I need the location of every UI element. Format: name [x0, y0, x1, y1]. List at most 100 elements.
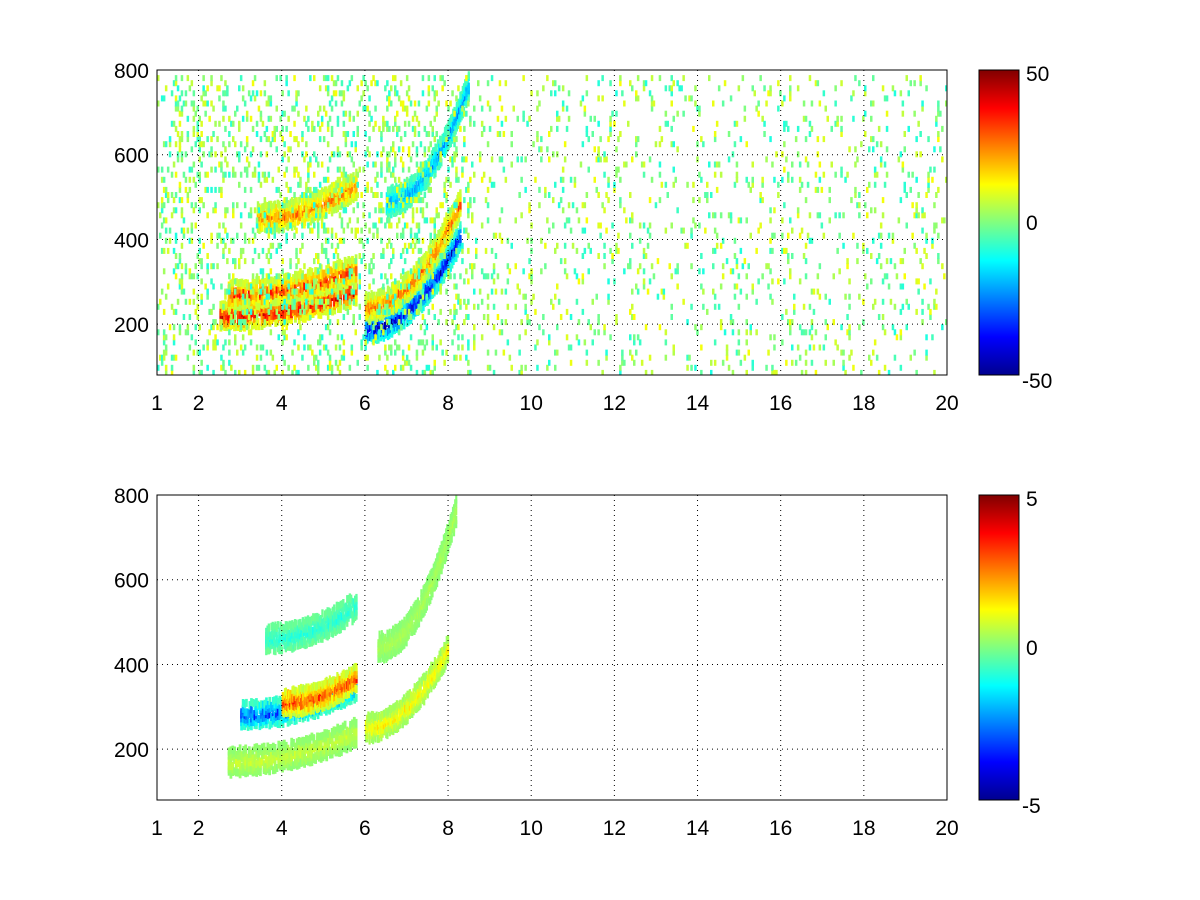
- heatmap-cell: [345, 196, 348, 205]
- heatmap-cell: [384, 344, 387, 351]
- heatmap-cell: [473, 339, 476, 346]
- heatmap-cell: [311, 288, 314, 295]
- heatmap-cell: [323, 293, 327, 302]
- heatmap-cell: [336, 115, 340, 122]
- heatmap-cell: [305, 105, 308, 112]
- heatmap-cell: [180, 136, 184, 143]
- heatmap-cell: [243, 237, 247, 244]
- heatmap-cell: [700, 176, 703, 183]
- heatmap-cell: [769, 334, 772, 341]
- heatmap-cell: [725, 344, 729, 351]
- heatmap-cell: [271, 220, 274, 229]
- heatmap-cell: [426, 279, 429, 288]
- heatmap-cell: [708, 212, 711, 219]
- heatmap-cell: [360, 80, 363, 87]
- heatmap-cell: [477, 303, 480, 310]
- heatmap-cell: [232, 319, 235, 326]
- heatmap-cell: [366, 181, 369, 188]
- heatmap-cell: [607, 136, 610, 143]
- heatmap-cell: [313, 278, 316, 285]
- heatmap-cell: [157, 329, 160, 336]
- heatmap-cell: [757, 100, 760, 107]
- heatmap-cell: [322, 176, 326, 183]
- heatmap-cell: [417, 222, 421, 229]
- heatmap-cell: [190, 100, 194, 107]
- heatmap-cell: [415, 151, 419, 158]
- heatmap-cell: [719, 324, 723, 331]
- heatmap-cell: [164, 192, 168, 198]
- heatmap-cell: [159, 232, 162, 239]
- heatmap-cell: [597, 319, 600, 326]
- heatmap-cell: [259, 209, 262, 218]
- heatmap-cell: [336, 319, 340, 326]
- heatmap-cell: [202, 202, 205, 209]
- heatmap-cell: [320, 120, 324, 127]
- heatmap-cell: [232, 136, 235, 143]
- heatmap-cell: [455, 166, 458, 173]
- heatmap-cell: [397, 192, 401, 198]
- heatmap-cell: [313, 125, 316, 132]
- heatmap-cell: [308, 273, 312, 282]
- heatmap-cell: [346, 222, 350, 229]
- heatmap-cell: [303, 344, 306, 351]
- heatmap-cell: [706, 181, 709, 188]
- heatmap-cell: [405, 287, 409, 296]
- heatmap-cell: [399, 287, 402, 296]
- heatmap-cell: [498, 329, 502, 336]
- heatmap-cell: [311, 195, 314, 204]
- heatmap-cell: [771, 247, 774, 254]
- heatmap-cell: [238, 85, 241, 92]
- heatmap-cell: [295, 247, 298, 254]
- heatmap-cell: [251, 146, 255, 153]
- heatmap-cell: [666, 120, 669, 127]
- heatmap-cell: [785, 120, 788, 127]
- heatmap-cell: [340, 100, 344, 107]
- heatmap-cell: [464, 84, 467, 93]
- heatmap-cell: [301, 215, 304, 224]
- heatmap-cell: [231, 306, 235, 314]
- heatmap-cell: [407, 146, 411, 153]
- heatmap-cell: [317, 301, 321, 310]
- heatmap-cell: [607, 278, 610, 285]
- heatmap-cell: [465, 83, 468, 92]
- heatmap-cell: [546, 217, 549, 224]
- heatmap-cell: [771, 369, 774, 375]
- heatmap-cell: [344, 192, 348, 198]
- heatmap-cell: [265, 202, 269, 209]
- heatmap-cell: [617, 136, 620, 143]
- heatmap-cell: [303, 205, 307, 214]
- heatmap-cell: [431, 125, 434, 132]
- heatmap-cell: [305, 181, 308, 188]
- heatmap-cell: [283, 334, 286, 341]
- heatmap-cell: [627, 120, 630, 127]
- heatmap-cell: [224, 90, 227, 97]
- heatmap-cell: [791, 253, 794, 259]
- heatmap-cell: [561, 176, 565, 183]
- heatmap-cell: [192, 273, 196, 280]
- heatmap-cell: [348, 293, 352, 302]
- heatmap-cell: [348, 182, 351, 190]
- heatmap-cell: [378, 303, 381, 310]
- heatmap-cell: [654, 141, 658, 148]
- heatmap-cell: [172, 80, 176, 87]
- heatmap-cell: [349, 185, 352, 194]
- heatmap-cell: [771, 364, 774, 371]
- heatmap-cell: [415, 237, 419, 244]
- heatmap-cell: [457, 105, 460, 114]
- heatmap-cell: [273, 213, 277, 221]
- heatmap-cell: [277, 273, 280, 280]
- heatmap-cell: [392, 75, 395, 82]
- heatmap-cell: [315, 303, 318, 310]
- heatmap-cell: [440, 245, 443, 254]
- heatmap-cell: [241, 349, 245, 356]
- heatmap-cell: [245, 171, 249, 178]
- heatmap-cell: [585, 75, 589, 82]
- heatmap-cell: [378, 217, 381, 224]
- heatmap-cell: [301, 210, 304, 219]
- heatmap-cell: [449, 100, 452, 107]
- heatmap-cell: [423, 319, 427, 326]
- heatmap-cell: [172, 308, 176, 315]
- heatmap-cell: [192, 176, 196, 183]
- heatmap-cell: [202, 75, 205, 82]
- heatmap-cell: [569, 227, 573, 234]
